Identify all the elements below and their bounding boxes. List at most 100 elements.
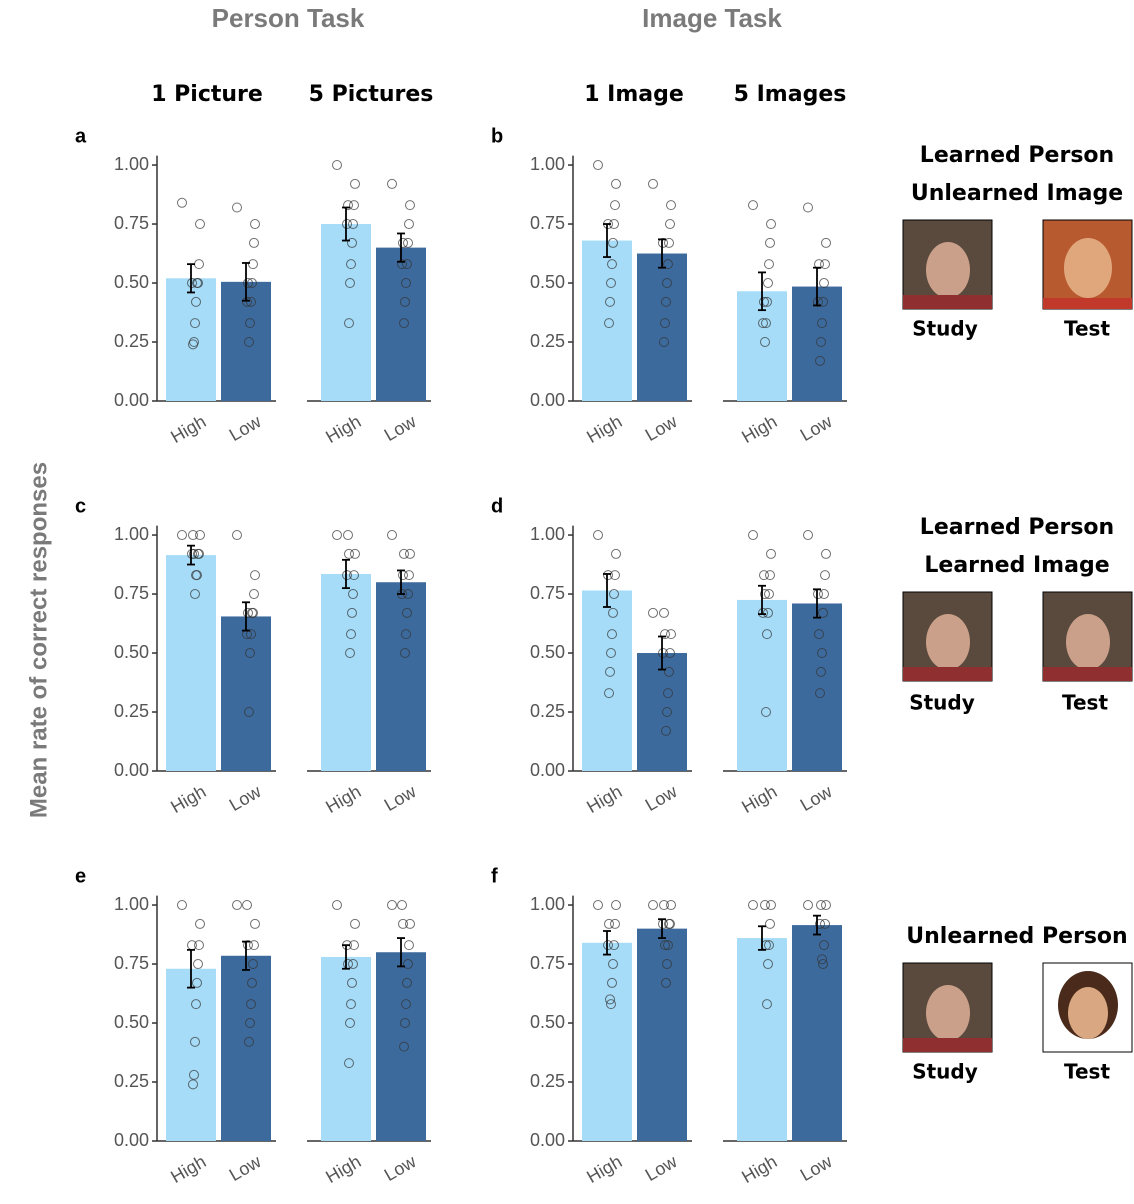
y-tick-label: 0.00 [114,1130,149,1150]
data-point [250,238,259,247]
data-point [344,531,353,540]
x-tick-label: Low [797,1151,836,1185]
data-point [333,901,342,910]
panel-label: a [75,125,87,147]
bar [582,590,632,771]
x-tick-label: High [322,411,364,447]
data-point [251,571,260,580]
data-point [767,549,776,558]
data-point [388,901,397,910]
panel-label: e [75,865,86,887]
x-tick-label: High [583,411,625,447]
bar [321,574,371,771]
panel: f0.000.250.500.751.00HighLowHighLow [491,865,847,1187]
data-point [749,531,758,540]
x-tick-label: High [322,781,364,817]
bar [321,957,371,1141]
bar [321,224,371,401]
x-tick-label: Low [642,411,681,445]
data-point [405,220,414,229]
data-point [178,901,187,910]
facet-title: 1 Image [584,82,684,107]
data-point [251,919,260,928]
y-tick-label: 0.75 [114,583,149,603]
data-point [233,203,242,212]
data-point [351,179,360,188]
x-tick-label: Low [381,1151,420,1185]
data-point [660,901,669,910]
data-point [660,608,669,617]
x-tick-label: Low [226,781,265,815]
data-point [767,220,776,229]
data-point [821,571,830,580]
x-tick-label: Low [642,1151,681,1185]
x-tick-label: High [167,781,209,817]
condition-line: Unlearned Person [906,924,1127,949]
bar [376,582,426,771]
test-label: Test [1064,317,1110,341]
x-tick-label: Low [642,781,681,815]
condition-3: Unlearned Person Study Test [903,924,1132,1084]
y-tick-label: 1.00 [530,524,565,544]
data-point [594,901,603,910]
bar [637,929,687,1141]
data-point [764,279,773,288]
data-point [233,901,242,910]
x-tick-label: High [583,781,625,817]
bar [166,969,216,1141]
data-point [804,203,813,212]
data-point [761,901,770,910]
bar [737,600,787,771]
data-point [189,531,198,540]
study-label: Study [912,317,978,341]
y-tick-label: 0.25 [114,1071,149,1091]
data-point [604,571,613,580]
panel-label: f [491,865,498,887]
data-point [765,260,774,269]
y-tick-label: 0.50 [530,1012,565,1032]
data-point [649,179,658,188]
study-label: Study [912,1060,978,1084]
x-tick-label: High [167,411,209,447]
face-image [1043,592,1132,681]
y-tick-label: 0.25 [530,331,565,351]
x-tick-label: Low [381,781,420,815]
y-tick-label: 1.00 [530,154,565,174]
y-tick-label: 0.25 [114,331,149,351]
facet-title: 1 Picture [151,82,263,107]
bar [792,925,842,1141]
data-point [612,179,621,188]
data-point [649,901,658,910]
y-tick-label: 0.00 [530,390,565,410]
y-tick-label: 0.50 [114,272,149,292]
y-tick-label: 1.00 [530,894,565,914]
data-point [659,919,668,928]
bar [582,241,632,401]
data-point [612,549,621,558]
data-point [400,549,409,558]
data-point [667,201,676,210]
data-point [406,201,415,210]
data-point [760,571,769,580]
panel: a0.000.250.500.751.00HighLowHighLow [75,125,431,447]
facet-title: 5 Images [734,82,847,107]
data-point [333,531,342,540]
bar [221,956,271,1141]
y-tick-label: 0.75 [530,213,565,233]
condition-line: Learned Image [924,553,1109,578]
y-axis-label: Mean rate of correct responses [25,462,52,818]
y-tick-label: 0.25 [114,701,149,721]
data-point [749,201,758,210]
data-point [233,531,242,540]
y-tick-label: 0.75 [530,583,565,603]
panel: c0.000.250.500.751.00HighLowHighLow [75,495,431,817]
y-tick-label: 1.00 [114,524,149,544]
data-point [766,919,775,928]
bar [376,248,426,401]
data-point [178,198,187,207]
data-point [594,531,603,540]
data-point [405,941,414,950]
condition-line: Unlearned Image [911,181,1123,206]
bar [637,254,687,401]
